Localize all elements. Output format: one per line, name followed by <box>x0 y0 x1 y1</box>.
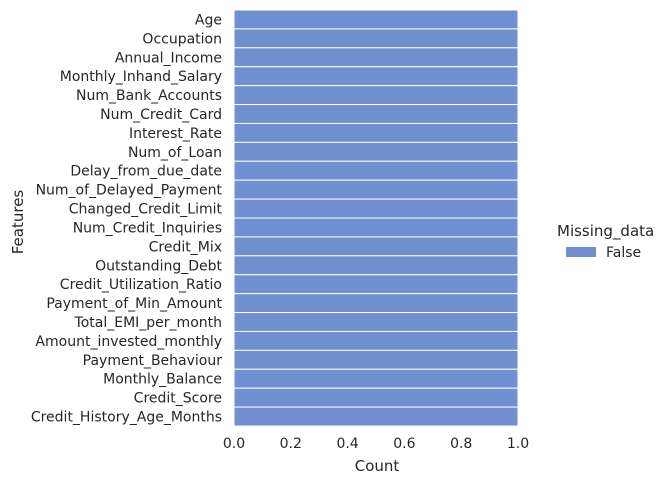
bar <box>233 349 519 370</box>
y-tick-label: Payment_Behaviour <box>83 353 223 369</box>
y-tick-label: Num_Credit_Inquiries <box>73 220 222 236</box>
bar <box>233 66 519 87</box>
bar <box>233 47 519 68</box>
y-tick-label: Outstanding_Debt <box>95 258 222 274</box>
y-tick-label: Monthly_Balance <box>103 372 222 388</box>
x-tick-label: 1.0 <box>507 436 529 452</box>
bar <box>233 217 519 238</box>
bar <box>233 9 519 30</box>
y-tick-label: Changed_Credit_Limit <box>69 202 223 218</box>
x-tick-label: 0.4 <box>336 436 358 452</box>
bar <box>233 198 519 219</box>
y-tick-label: Credit_Mix <box>149 239 222 255</box>
y-tick-label: Interest_Rate <box>129 126 222 142</box>
bar <box>233 179 519 200</box>
y-axis-title: Features <box>9 190 27 255</box>
bar <box>233 160 519 181</box>
y-tick-label: Annual_Income <box>115 50 222 66</box>
y-tick-label: Monthly_Inhand_Salary <box>60 69 222 85</box>
legend: Missing_data False <box>557 222 654 261</box>
y-tick-label: Credit_Score <box>134 391 222 407</box>
bar <box>233 122 519 143</box>
bar <box>233 236 519 257</box>
legend-title: Missing_data <box>557 222 654 241</box>
bar <box>233 312 519 332</box>
bar <box>233 274 519 295</box>
bar <box>233 330 519 351</box>
bar <box>233 85 519 106</box>
bar <box>233 255 519 276</box>
y-tick-label: Age <box>195 12 222 28</box>
bar <box>233 104 519 124</box>
y-tick-label: Num_of_Delayed_Payment <box>36 183 223 199</box>
bar <box>233 368 519 389</box>
x-tick-label: 0.8 <box>450 436 472 452</box>
y-tick-label: Payment_of_Min_Amount <box>46 296 222 312</box>
y-tick-label: Amount_invested_monthly <box>35 334 222 350</box>
y-tick-label: Credit_Utilization_Ratio <box>60 277 222 293</box>
y-tick-labels: Age Occupation Annual_Income Monthly_Inhand… <box>31 12 223 425</box>
legend-swatch <box>566 247 596 257</box>
bar <box>233 28 519 49</box>
y-tick-label: Num_Bank_Accounts <box>76 88 222 104</box>
x-tick-label: 0.6 <box>393 436 415 452</box>
y-tick-label: Credit_History_Age_Months <box>31 410 222 426</box>
x-tick-labels: 0.0 0.2 0.4 0.6 0.8 1.0 <box>223 436 529 452</box>
x-axis-title: Count <box>355 457 400 475</box>
x-tick-label: 0.2 <box>280 436 302 452</box>
legend-label-false: False <box>606 245 641 261</box>
bar <box>233 387 519 408</box>
y-tick-label: Delay_from_due_date <box>70 164 222 180</box>
y-tick-label: Occupation <box>142 31 222 47</box>
bars <box>233 9 519 427</box>
y-tick-label: Num_of_Loan <box>128 145 222 161</box>
y-tick-label: Total_EMI_per_month <box>74 315 222 331</box>
bar <box>233 406 519 427</box>
bar <box>233 141 519 162</box>
bar <box>233 293 519 314</box>
y-tick-label: Num_Credit_Card <box>100 107 222 123</box>
x-tick-label: 0.0 <box>223 436 245 452</box>
